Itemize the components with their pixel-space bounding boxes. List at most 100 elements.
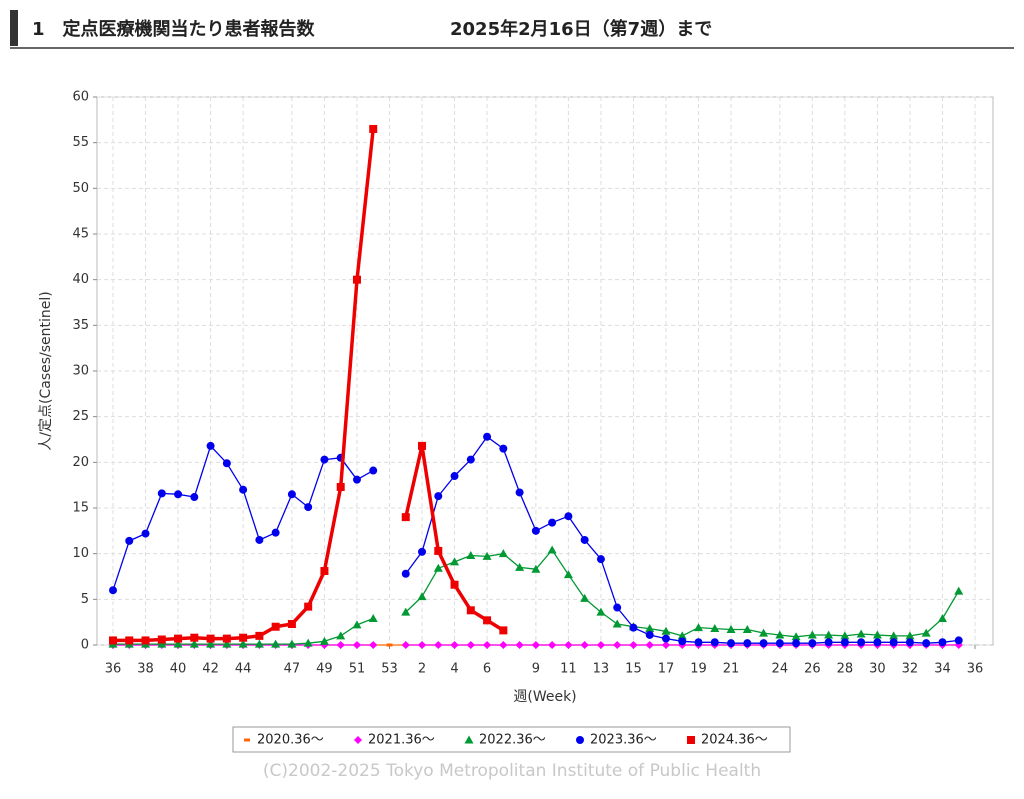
data-point bbox=[141, 636, 150, 645]
data-point bbox=[498, 549, 508, 558]
header-title: 1 定点医療機関当たり患者報告数 bbox=[32, 18, 316, 40]
data-point bbox=[954, 636, 963, 645]
data-point bbox=[613, 603, 622, 612]
data-point bbox=[336, 631, 346, 640]
x-tick-label: 28 bbox=[837, 662, 854, 677]
data-point bbox=[287, 490, 296, 499]
data-point bbox=[401, 569, 410, 578]
data-point bbox=[905, 638, 914, 647]
x-tick-label: 34 bbox=[934, 662, 951, 677]
data-point bbox=[222, 459, 231, 468]
data-point bbox=[174, 634, 183, 643]
data-point bbox=[548, 641, 557, 649]
data-point bbox=[255, 535, 264, 544]
data-point bbox=[189, 639, 199, 648]
data-point bbox=[173, 639, 183, 648]
data-point bbox=[466, 455, 475, 464]
data-point bbox=[629, 623, 638, 632]
data-point bbox=[791, 632, 801, 641]
data-point bbox=[401, 513, 410, 522]
legend-marker bbox=[464, 735, 474, 744]
data-point bbox=[824, 638, 833, 647]
y-tick-label: 45 bbox=[72, 227, 89, 242]
x-tick-label: 6 bbox=[483, 662, 491, 677]
data-point bbox=[141, 529, 150, 538]
data-point bbox=[726, 624, 736, 633]
data-point bbox=[775, 630, 785, 639]
data-point bbox=[499, 444, 508, 453]
x-tick-label: 40 bbox=[170, 662, 187, 677]
data-point bbox=[287, 639, 297, 648]
data-point bbox=[352, 620, 362, 629]
data-point bbox=[255, 631, 264, 640]
y-tick-label: 0 bbox=[81, 638, 89, 653]
data-point bbox=[369, 124, 378, 133]
data-point bbox=[824, 630, 834, 639]
data-point bbox=[320, 455, 329, 464]
data-point bbox=[580, 641, 589, 649]
data-point bbox=[401, 641, 410, 649]
data-point bbox=[938, 638, 947, 647]
data-point bbox=[303, 638, 313, 647]
x-tick-label: 49 bbox=[316, 662, 333, 677]
x-tick-label: 15 bbox=[625, 662, 642, 677]
data-point bbox=[433, 563, 443, 572]
data-point bbox=[563, 570, 573, 579]
data-point bbox=[678, 637, 687, 646]
data-point bbox=[905, 631, 915, 640]
header-date: 2025年2月16日（第7週）まで bbox=[450, 18, 712, 40]
y-tick-label: 25 bbox=[72, 409, 89, 424]
data-point bbox=[434, 492, 443, 501]
data-point bbox=[857, 638, 866, 647]
data-point bbox=[937, 614, 947, 623]
data-point bbox=[352, 475, 361, 484]
y-tick-label: 60 bbox=[72, 90, 89, 105]
data-point bbox=[369, 466, 378, 475]
x-tick-label: 51 bbox=[349, 662, 366, 677]
data-point bbox=[792, 639, 801, 648]
x-tick-label: 9 bbox=[532, 662, 540, 677]
data-point bbox=[596, 641, 605, 649]
data-point bbox=[401, 607, 411, 616]
data-point bbox=[271, 528, 280, 537]
data-point bbox=[807, 630, 817, 639]
data-point bbox=[661, 634, 670, 643]
x-tick-label: 47 bbox=[284, 662, 301, 677]
data-point bbox=[547, 545, 557, 554]
header-bar bbox=[10, 10, 18, 46]
data-point bbox=[206, 639, 216, 648]
y-axis-label: 人/定点(Cases/sentinel) bbox=[38, 291, 54, 450]
y-tick-label: 30 bbox=[72, 364, 89, 379]
data-point bbox=[157, 489, 166, 498]
data-point bbox=[872, 630, 882, 639]
data-point bbox=[238, 639, 248, 648]
data-point bbox=[531, 564, 541, 573]
data-point bbox=[694, 638, 703, 647]
data-point bbox=[694, 623, 704, 632]
legend-label: 2021.36～ bbox=[368, 733, 435, 748]
data-point bbox=[515, 562, 525, 571]
data-point bbox=[417, 592, 427, 601]
data-point bbox=[369, 641, 378, 649]
data-point bbox=[109, 586, 117, 595]
data-point bbox=[645, 624, 655, 633]
legend-marker bbox=[354, 736, 362, 744]
data-point bbox=[856, 629, 866, 638]
data-point bbox=[531, 641, 540, 649]
x-tick-label: 53 bbox=[381, 662, 398, 677]
data-point bbox=[239, 633, 248, 642]
data-point bbox=[450, 557, 460, 566]
x-tick-label: 19 bbox=[690, 662, 707, 677]
y-tick-label: 15 bbox=[72, 501, 89, 516]
x-tick-label: 11 bbox=[560, 662, 577, 677]
legend-marker bbox=[576, 736, 584, 744]
data-point bbox=[742, 624, 752, 633]
data-point bbox=[386, 643, 393, 647]
data-point bbox=[499, 641, 508, 649]
data-point bbox=[336, 482, 345, 491]
y-tick-label: 50 bbox=[72, 181, 89, 196]
data-point bbox=[320, 567, 329, 576]
data-point bbox=[840, 638, 849, 647]
